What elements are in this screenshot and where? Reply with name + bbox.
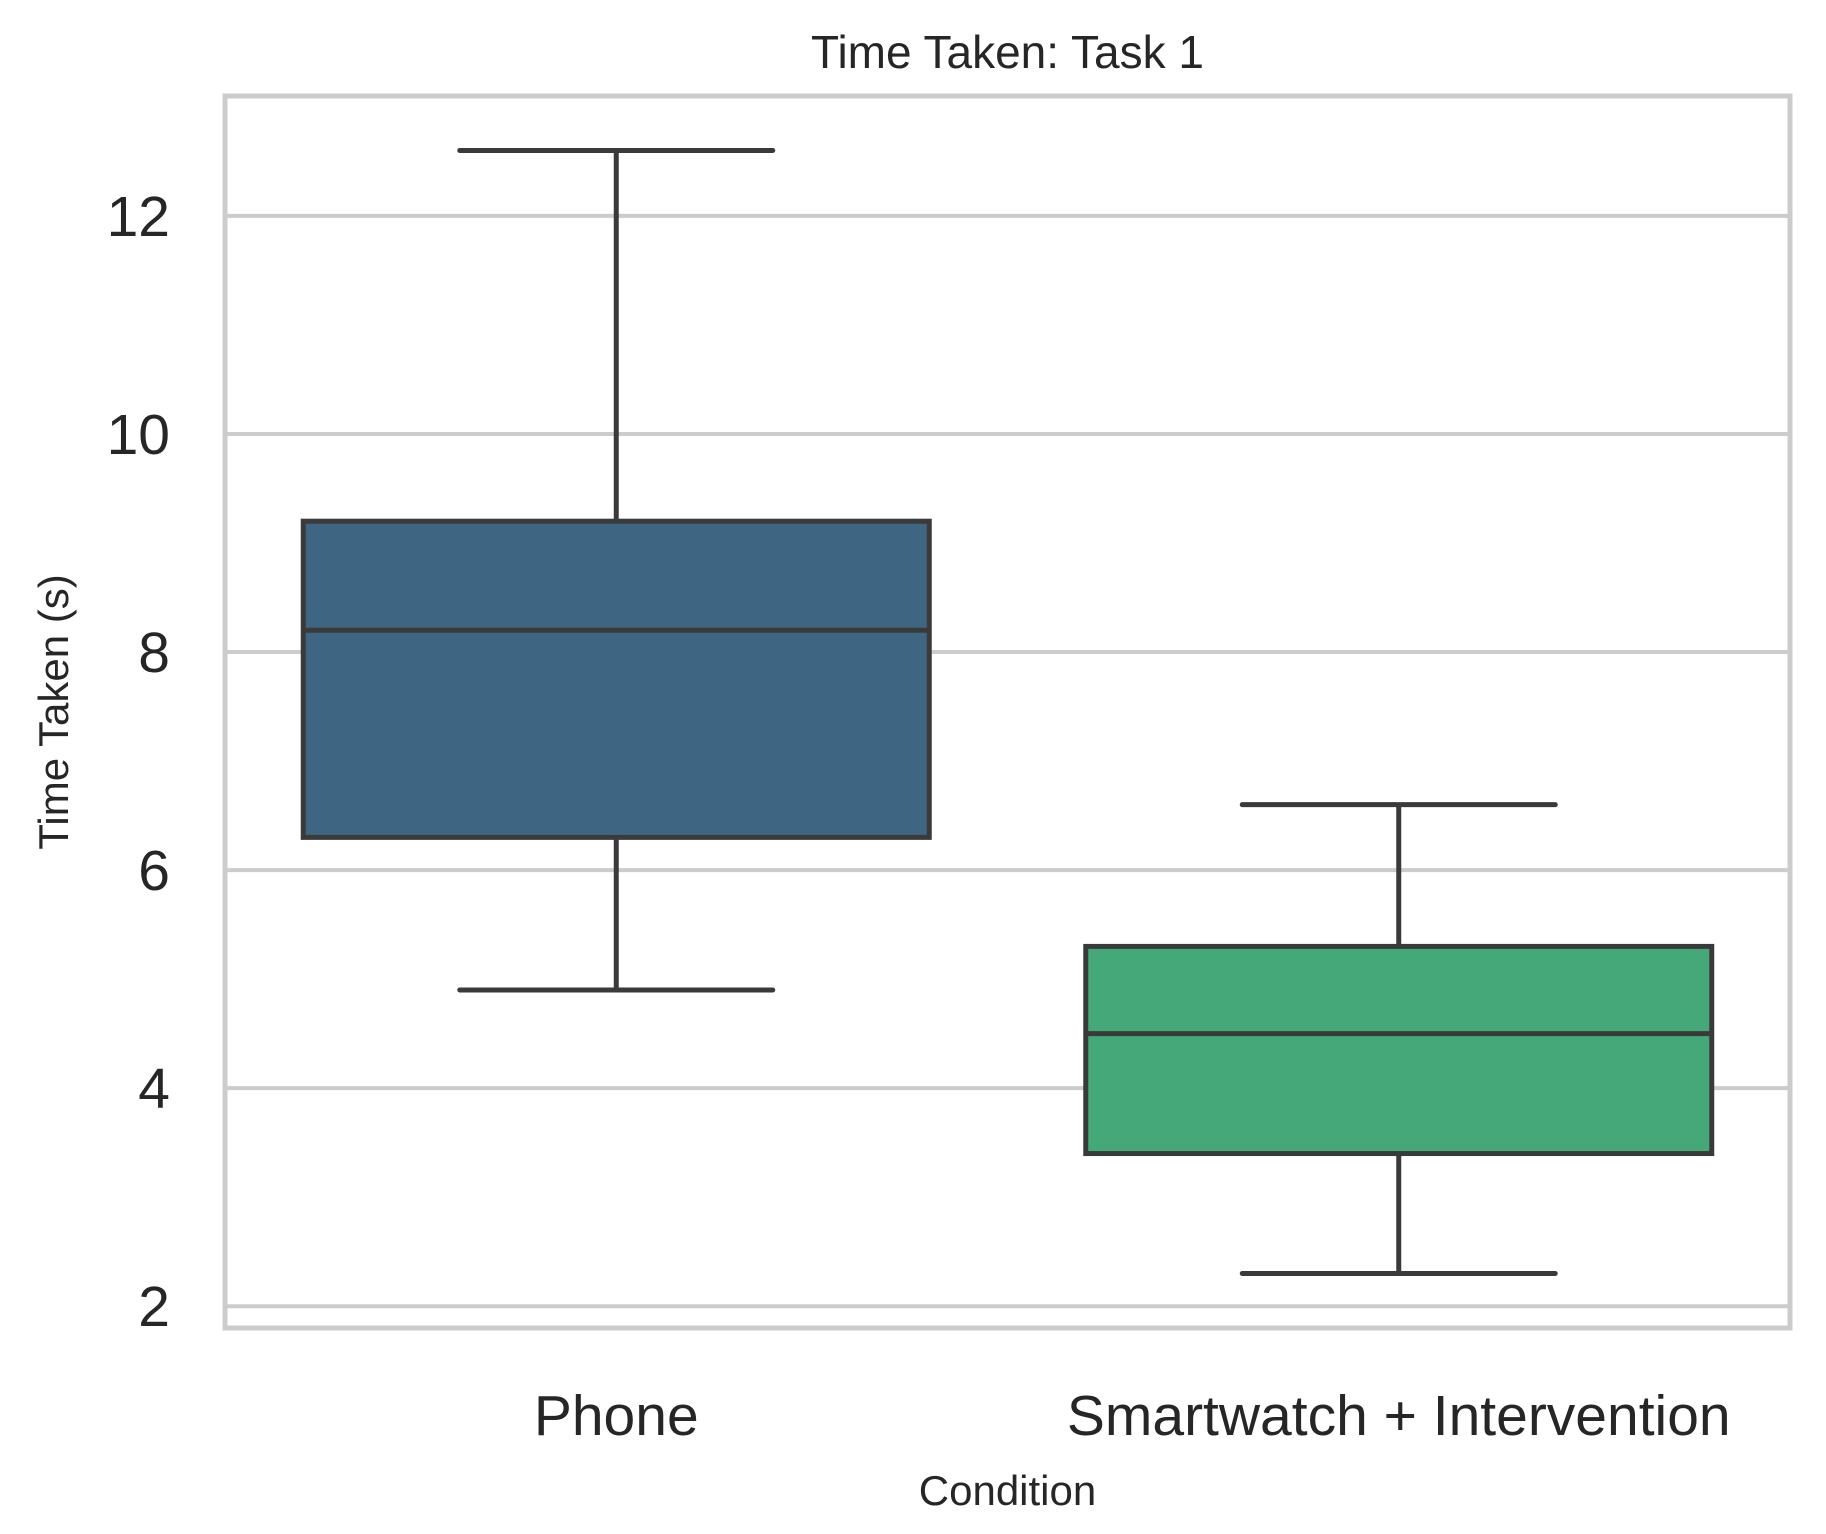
y-tick-label: 8	[138, 621, 170, 685]
x-axis-label: Condition	[919, 1467, 1096, 1514]
chart-title: Time Taken: Task 1	[811, 26, 1204, 78]
box-phone	[300, 148, 932, 993]
y-tick-label: 2	[138, 1275, 170, 1339]
box-marks	[300, 148, 1715, 1276]
y-tick-label: 12	[107, 185, 170, 249]
iqr-box-phone	[300, 518, 932, 840]
plot-frame	[222, 93, 1793, 1331]
x-tick-label: Phone	[534, 1384, 699, 1448]
y-axis-label: Time Taken (s)	[30, 574, 77, 849]
y-tick-label: 10	[107, 403, 170, 467]
y-tick-labels: 2 4 6 8 10 12	[107, 185, 170, 1339]
x-tick-label: Smartwatch + Intervention	[1067, 1384, 1731, 1448]
box-smartwatch-intervention	[1083, 802, 1715, 1276]
x-tick-labels: Phone Smartwatch + Intervention	[534, 1384, 1731, 1448]
y-tick-label: 6	[138, 839, 170, 903]
y-tick-label: 4	[138, 1057, 170, 1121]
iqr-box-smartwatch-intervention	[1083, 943, 1715, 1157]
